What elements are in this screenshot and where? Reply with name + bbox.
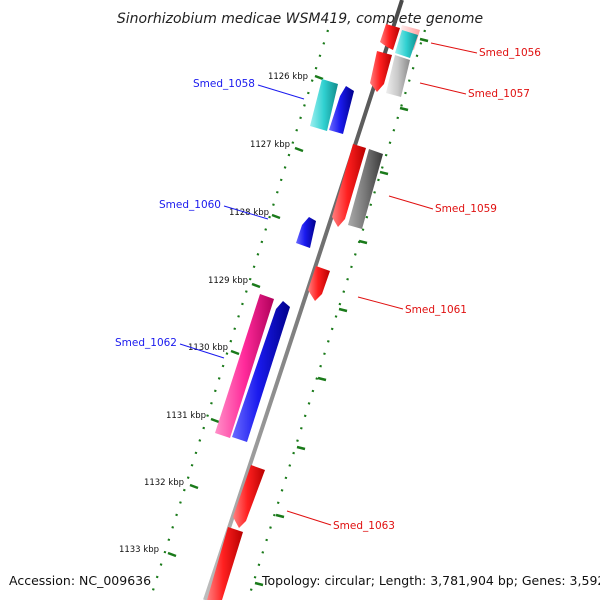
label-smed-1061[interactable]: Smed_1061 [405,304,467,316]
genome-summary-text: Topology: circular; Length: 3,781,904 bp… [262,573,600,588]
connector-smed-1057 [419,82,467,95]
tick-marks [167,37,429,587]
connector-smed-1056 [430,42,478,54]
gene-smed-1063[interactable] [233,465,265,528]
connector-smed-1059 [388,195,434,210]
connector-smed-1062 [179,343,225,359]
connector-smed-1058 [257,84,305,100]
gene-bottom-feature [207,527,243,600]
gene-smed-1062[interactable] [232,301,290,442]
genome-backbone [203,0,404,600]
grey-feature [348,149,383,229]
label-smed-1057[interactable]: Smed_1057 [468,88,530,100]
label-smed-1056[interactable]: Smed_1056 [479,47,541,59]
tick-label-1126: 1126 kbp [268,72,308,82]
gene-smed-1058[interactable] [329,86,354,134]
gene-smed-1056[interactable] [370,51,392,92]
gene-smed-1059[interactable] [332,144,366,227]
label-smed-1058[interactable]: Smed_1058 [193,78,255,90]
accession-text: Accession: NC_009636 [9,573,152,588]
connector-smed-1061 [357,296,404,310]
tick-label-1129: 1129 kbp [208,276,248,286]
tick-label-1133: 1133 kbp [119,545,159,555]
connector-smed-1063 [286,510,332,526]
label-smed-1059[interactable]: Smed_1059 [435,203,497,215]
label-smed-1060[interactable]: Smed_1060 [159,199,221,211]
light-grey-feature [386,55,410,97]
tick-label-1131: 1131 kbp [166,411,206,421]
label-smed-1063[interactable]: Smed_1063 [333,520,395,532]
magenta-feature [215,294,274,438]
cyan-feature-2 [395,30,418,58]
tick-label-1132: 1132 kbp [144,478,184,488]
gene-smed-1056-top[interactable] [380,24,400,50]
cyan-feature [310,79,338,131]
gene-smed-1060[interactable] [296,217,316,248]
connector-smed-1060 [223,205,269,220]
map-title: Sinorhizobium medicae WSM419, complete g… [117,11,483,27]
gene-smed-1061[interactable] [308,266,330,301]
tick-label-1127: 1127 kbp [250,140,290,150]
label-smed-1062[interactable]: Smed_1062 [115,337,177,349]
tick-label-1130: 1130 kbp [188,343,228,353]
